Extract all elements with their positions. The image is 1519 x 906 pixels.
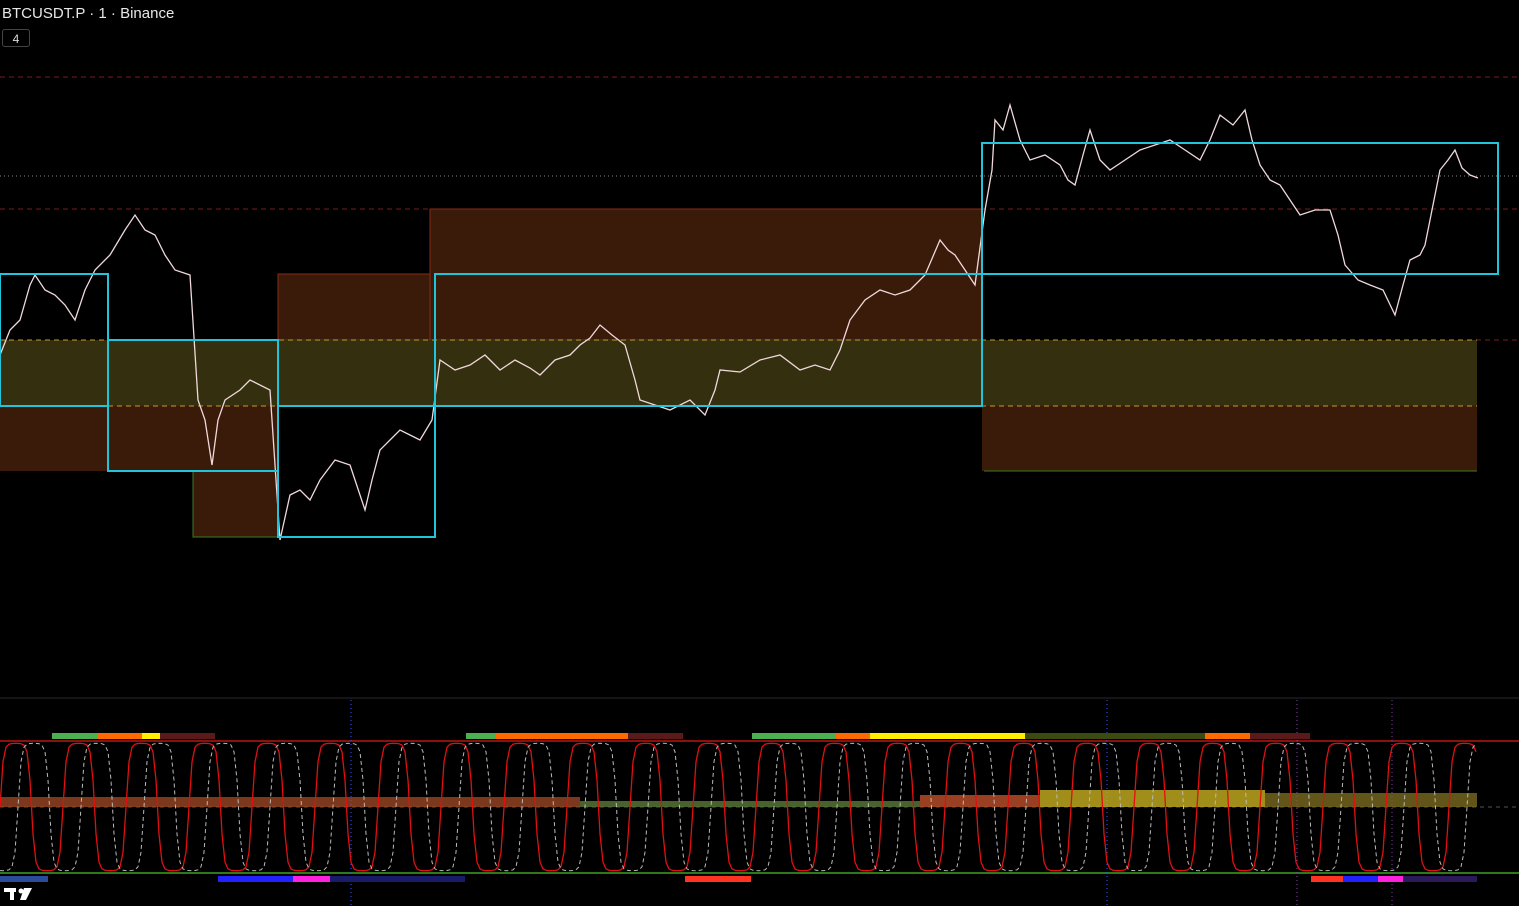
signal-line: [0, 742, 1477, 872]
oscillator-line: [0, 742, 1477, 872]
tradingview-logo: [4, 888, 32, 900]
zones: [0, 208, 1477, 538]
oscillator-pane: [0, 700, 1519, 906]
indicator-toggle[interactable]: 4: [2, 29, 30, 47]
symbol-title: BTCUSDT.P · 1 · Binance: [2, 5, 175, 22]
range-boxes: [0, 142, 1499, 538]
price-line: [0, 102, 1479, 541]
